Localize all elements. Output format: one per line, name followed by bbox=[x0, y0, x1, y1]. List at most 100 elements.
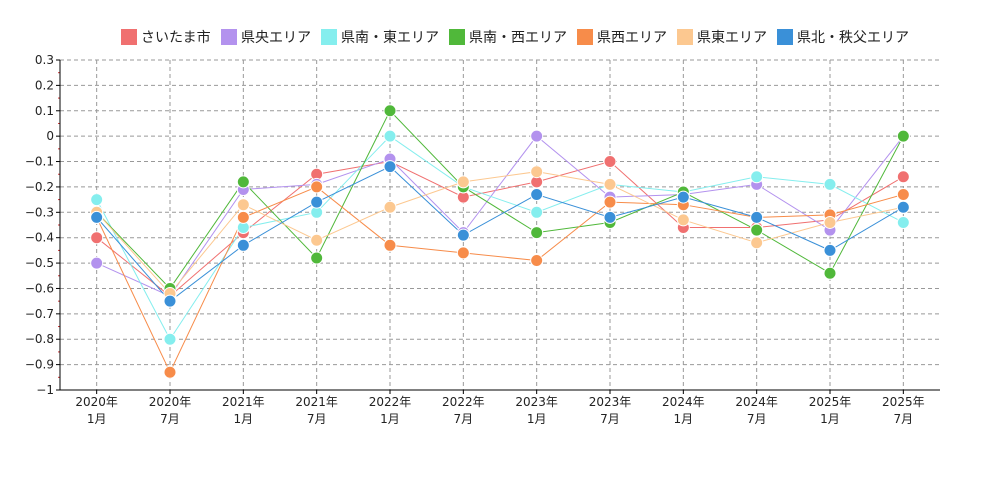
y-tick-label: −0.9 bbox=[25, 358, 54, 372]
data-point-series-7[interactable] bbox=[456, 228, 470, 242]
data-point-series-4[interactable] bbox=[823, 266, 837, 280]
data-point-series-7[interactable] bbox=[750, 210, 764, 224]
x-tick-label: 2020年 bbox=[75, 395, 118, 409]
data-point-series-6[interactable] bbox=[383, 200, 397, 214]
data-point-series-5[interactable] bbox=[163, 365, 177, 379]
data-point-series-5[interactable] bbox=[236, 210, 250, 224]
data-point-series-3[interactable] bbox=[163, 332, 177, 346]
data-point-series-7[interactable] bbox=[676, 190, 690, 204]
data-point-series-4[interactable] bbox=[750, 223, 764, 237]
x-tick-label: 2024年 bbox=[662, 395, 705, 409]
data-point-series-3[interactable] bbox=[530, 205, 544, 219]
x-tick-label: 2022年 bbox=[369, 395, 412, 409]
series-line-5 bbox=[96, 186, 904, 374]
y-tick-label: −0.4 bbox=[25, 231, 54, 245]
data-point-series-5[interactable] bbox=[896, 188, 910, 202]
x-tick-label: 7月 bbox=[160, 412, 180, 426]
series-line-2 bbox=[96, 135, 904, 297]
data-point-series-7[interactable] bbox=[603, 210, 617, 224]
legend-swatch[interactable] bbox=[677, 29, 693, 45]
data-point-series-1[interactable] bbox=[90, 231, 104, 245]
data-point-series-3[interactable] bbox=[750, 170, 764, 184]
data-point-series-6[interactable] bbox=[236, 198, 250, 212]
data-point-series-5[interactable] bbox=[530, 254, 544, 268]
x-tick-label: 2021年 bbox=[222, 395, 265, 409]
x-tick-label: 2022年 bbox=[442, 395, 485, 409]
y-tick-label: −0.1 bbox=[25, 155, 54, 169]
data-point-series-6[interactable] bbox=[530, 165, 544, 179]
x-tick-label: 7月 bbox=[600, 412, 620, 426]
x-tick-label: 7月 bbox=[747, 412, 767, 426]
y-tick-label: −0.3 bbox=[25, 205, 54, 219]
y-tick-label: −0.8 bbox=[25, 332, 54, 346]
legend-label[interactable]: 県南・西エリア bbox=[469, 30, 567, 46]
x-tick-label: 7月 bbox=[454, 412, 474, 426]
data-point-series-6[interactable] bbox=[310, 233, 324, 247]
x-tick-label: 1月 bbox=[674, 412, 694, 426]
legend-label[interactable]: 県北・秩父エリア bbox=[797, 30, 909, 46]
x-tick-label: 2025年 bbox=[882, 395, 925, 409]
x-tick-label: 1月 bbox=[527, 412, 547, 426]
legend-swatch[interactable] bbox=[321, 29, 337, 45]
legend-label[interactable]: 県南・東エリア bbox=[341, 30, 439, 46]
data-point-series-7[interactable] bbox=[823, 243, 837, 257]
series-line-4 bbox=[96, 109, 904, 290]
y-tick-label: 0.2 bbox=[35, 78, 54, 92]
data-point-series-7[interactable] bbox=[530, 188, 544, 202]
x-tick-label: 1月 bbox=[380, 412, 400, 426]
data-point-series-6[interactable] bbox=[823, 215, 837, 229]
data-point-series-1[interactable] bbox=[603, 155, 617, 169]
x-tick-label: 2023年 bbox=[515, 395, 558, 409]
data-point-series-2[interactable] bbox=[90, 256, 104, 270]
data-point-series-7[interactable] bbox=[383, 160, 397, 174]
y-tick-label: −0.6 bbox=[25, 281, 54, 295]
legend-label[interactable]: 県東エリア bbox=[697, 30, 767, 46]
data-point-series-7[interactable] bbox=[90, 210, 104, 224]
x-tick-label: 7月 bbox=[894, 412, 914, 426]
x-tick-label: 1月 bbox=[820, 412, 840, 426]
legend-label[interactable]: 県西エリア bbox=[597, 30, 667, 46]
y-tick-label: −1 bbox=[36, 383, 54, 397]
data-point-series-4[interactable] bbox=[383, 104, 397, 118]
data-point-series-5[interactable] bbox=[310, 180, 324, 194]
data-point-series-4[interactable] bbox=[530, 226, 544, 240]
data-point-series-2[interactable] bbox=[530, 129, 544, 143]
x-tick-label: 2024年 bbox=[735, 395, 778, 409]
data-point-series-3[interactable] bbox=[90, 193, 104, 207]
data-point-series-7[interactable] bbox=[236, 238, 250, 252]
data-point-series-7[interactable] bbox=[896, 200, 910, 214]
data-point-series-7[interactable] bbox=[310, 195, 324, 209]
data-point-series-3[interactable] bbox=[823, 177, 837, 191]
data-point-series-4[interactable] bbox=[896, 129, 910, 143]
y-tick-label: −0.7 bbox=[25, 307, 54, 321]
series-line-6 bbox=[96, 171, 904, 295]
data-point-series-5[interactable] bbox=[383, 238, 397, 252]
data-point-series-3[interactable] bbox=[896, 215, 910, 229]
data-point-series-1[interactable] bbox=[896, 170, 910, 184]
data-point-series-6[interactable] bbox=[603, 177, 617, 191]
x-tick-label: 7月 bbox=[307, 412, 327, 426]
x-tick-label: 2021年 bbox=[295, 395, 338, 409]
legend-label[interactable]: 県央エリア bbox=[241, 30, 311, 46]
x-tick-label: 2025年 bbox=[809, 395, 852, 409]
legend-swatch[interactable] bbox=[449, 29, 465, 45]
legend-swatch[interactable] bbox=[221, 29, 237, 45]
data-point-series-6[interactable] bbox=[456, 175, 470, 189]
legend-swatch[interactable] bbox=[777, 29, 793, 45]
data-point-series-7[interactable] bbox=[163, 294, 177, 308]
data-point-series-6[interactable] bbox=[750, 236, 764, 250]
data-point-series-5[interactable] bbox=[456, 246, 470, 260]
series-line-7 bbox=[96, 166, 904, 302]
data-point-series-5[interactable] bbox=[603, 195, 617, 209]
legend-swatch[interactable] bbox=[577, 29, 593, 45]
series-line-3 bbox=[96, 135, 904, 341]
legend-swatch[interactable] bbox=[121, 29, 137, 45]
data-point-series-4[interactable] bbox=[310, 251, 324, 265]
y-tick-label: −0.2 bbox=[25, 180, 54, 194]
legend-label[interactable]: さいたま市 bbox=[141, 29, 211, 46]
data-point-series-4[interactable] bbox=[236, 175, 250, 189]
data-point-series-3[interactable] bbox=[383, 129, 397, 143]
data-point-series-6[interactable] bbox=[676, 213, 690, 227]
